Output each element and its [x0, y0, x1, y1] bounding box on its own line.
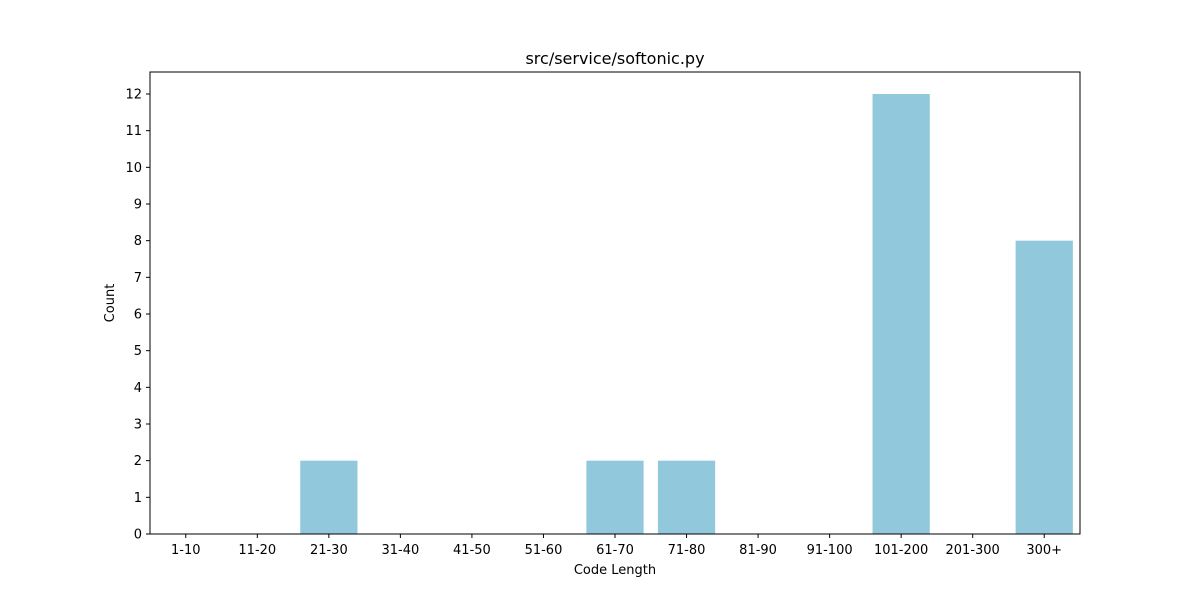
- bar-71-80: [657, 460, 716, 534]
- axes-layer: 1-10 11-20 21-30 31-40 41-50 51-60 61-70 71-80 8…: [125, 88, 1062, 559]
- y-tick-label: 3: [134, 418, 142, 433]
- y-tick-label: 2: [134, 454, 142, 469]
- y-tick-label: 12: [125, 88, 142, 103]
- x-tick-label: 81-90: [739, 543, 777, 558]
- bars-layer: [300, 94, 1073, 535]
- x-tick-label: 91-100: [807, 543, 853, 558]
- x-tick-label: 201-300: [946, 543, 1000, 558]
- y-tick-label: 11: [125, 124, 142, 139]
- y-tick-label: 0: [134, 528, 142, 543]
- x-tick-label: 21-30: [310, 543, 348, 558]
- y-tick-label: 5: [134, 344, 142, 359]
- x-tick-label: 31-40: [381, 543, 419, 558]
- x-tick-label: 41-50: [453, 543, 491, 558]
- x-tick-label: 11-20: [238, 543, 276, 558]
- bar-21-30: [300, 460, 358, 534]
- y-axis-label: Count: [103, 284, 118, 323]
- x-tick-label: 71-80: [668, 543, 706, 558]
- x-tick-label: 61-70: [596, 543, 634, 558]
- x-tick-label: 51-60: [525, 543, 563, 558]
- x-tick-label: 1-10: [171, 543, 201, 558]
- bar-101-200: [872, 94, 930, 534]
- plot-frame: [149, 71, 1081, 535]
- y-tick-label: 6: [134, 308, 142, 323]
- y-tick-label: 4: [134, 381, 142, 396]
- bar-61-70: [586, 460, 644, 534]
- y-tick-label: 1: [134, 491, 142, 506]
- x-tick-label: 101-200: [874, 543, 928, 558]
- chart-title: src/service/softonic.py: [525, 49, 704, 68]
- y-tick-label: 9: [134, 198, 142, 213]
- x-tick-label: 300+: [1026, 543, 1062, 558]
- x-axis-label: Code Length: [574, 563, 656, 578]
- bar-300+: [1015, 240, 1073, 535]
- y-tick-label: 7: [134, 271, 142, 286]
- y-tick-label: 10: [125, 161, 142, 176]
- y-tick-label: 8: [134, 234, 142, 249]
